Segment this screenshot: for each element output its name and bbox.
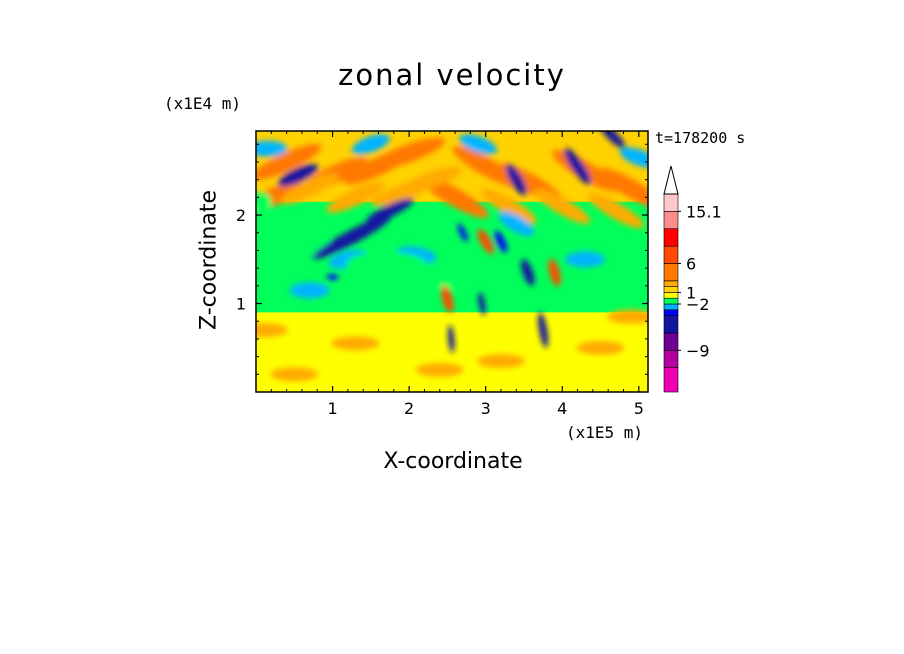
field-blob [459, 134, 498, 155]
y-tick-label: 1 [236, 295, 246, 314]
field-blob [477, 354, 525, 369]
x-axis-label: X-coordinate [383, 449, 523, 474]
field-blob [565, 251, 606, 268]
field-blob [289, 282, 330, 299]
colorbar-swatch [663, 280, 679, 287]
x-axis-unit: (x1E5 m) [566, 423, 644, 442]
field-blob [280, 173, 339, 204]
field-blob [346, 251, 427, 276]
y-tick-label: 2 [236, 206, 246, 225]
field-blob [576, 340, 625, 355]
field-blob [277, 163, 319, 187]
field-blob [575, 273, 648, 298]
x-tick-label: 5 [634, 399, 644, 418]
colorbar-label: 15.1 [686, 202, 722, 221]
field-blob [415, 264, 496, 289]
field-blob [256, 181, 308, 213]
field-blob [498, 211, 535, 237]
field-blob [256, 143, 322, 180]
field-blob [371, 179, 432, 207]
colorbar-swatch [663, 193, 679, 212]
field-blob [448, 324, 455, 353]
field-blob [441, 285, 454, 313]
axes: 1 2 3 4 5 1 2 [236, 131, 648, 418]
field-blob [415, 362, 464, 377]
colorbar-label: 6 [686, 254, 696, 273]
field-blob [270, 367, 319, 382]
plot-frame [255, 130, 649, 393]
colorbar-label: 1 [686, 283, 696, 302]
colorbar-extension [663, 165, 679, 195]
field-blob [452, 145, 519, 187]
field-blob [311, 215, 392, 260]
field-blob [598, 131, 626, 149]
chart-title: zonal velocity [338, 58, 566, 92]
field-blob [587, 193, 644, 229]
field-blob [326, 273, 339, 280]
x-tick-label: 3 [481, 399, 491, 418]
field-blob [480, 188, 537, 224]
field-blob [331, 336, 380, 351]
field-blob [494, 230, 508, 253]
x-tick-label: 2 [404, 399, 414, 418]
colorbar-swatch [663, 292, 679, 299]
field-blob [505, 163, 527, 196]
colorbar-swatch [663, 211, 679, 230]
velocity-field [256, 131, 648, 392]
time-label: t=178200 s [655, 129, 746, 147]
y-axis-unit: (x1E4 m) [164, 94, 242, 113]
colorbar-swatch [663, 263, 679, 282]
field-blob [477, 229, 494, 254]
colorbar-swatch [663, 303, 679, 311]
colorbar-swatch [663, 332, 679, 351]
colorbar-swatch [663, 367, 679, 393]
field-blob [521, 259, 535, 286]
x-tick-label: 4 [557, 399, 567, 418]
field-blobs [256, 131, 648, 382]
field-blob [534, 188, 591, 224]
colorbar-swatch [663, 228, 679, 247]
x-tick-label: 1 [327, 399, 337, 418]
colorbar: 15.1 6 1−2 −9 [663, 165, 722, 393]
field-blob [351, 134, 390, 155]
field-blob [256, 191, 272, 212]
field-blob [478, 291, 486, 316]
colorbar-swatch [663, 315, 679, 334]
field-blob [457, 223, 468, 242]
field-blob [607, 309, 648, 324]
field-blob [619, 147, 648, 168]
field-blob [256, 140, 288, 157]
field-blob [326, 182, 385, 213]
field-blob [538, 312, 549, 348]
field-blob [256, 234, 335, 259]
field-blob [564, 148, 592, 185]
colorbar-swatch [663, 350, 679, 368]
field-blob [366, 198, 414, 223]
colorbar-swatch [663, 309, 679, 316]
field-blob [256, 323, 288, 338]
field-blob [548, 258, 561, 287]
colorbar-swatch [663, 286, 679, 293]
colorbar-swatch [663, 245, 679, 264]
colorbar-label: −9 [686, 341, 710, 360]
field-blob [373, 137, 445, 169]
field-blob [421, 176, 489, 218]
colorbar-swatch [663, 297, 679, 305]
colorbar-label: −2 [686, 295, 710, 314]
